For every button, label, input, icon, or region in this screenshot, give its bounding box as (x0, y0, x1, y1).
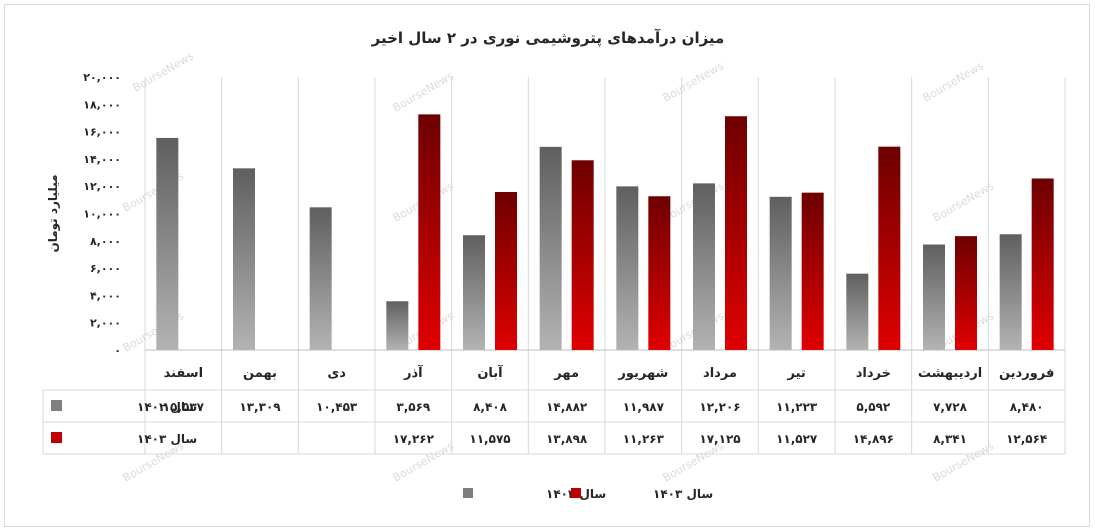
bar-1403 (495, 192, 517, 350)
table-series-name: سال ۱۴۰۳ (137, 432, 197, 446)
bar-1402 (846, 273, 869, 350)
x-tick-label: اردیبهشت (918, 366, 982, 381)
table-cell-value: ۳,۵۶۹ (396, 400, 431, 414)
y-tick-label: ۴,۰۰۰ (90, 289, 121, 302)
bar-chart: میزان درآمدهای پتروشیمی نوری در ۲ سال اخ… (42, 29, 1066, 501)
x-tick-label: بهمن (243, 366, 277, 381)
y-tick-label: ۱۲,۰۰۰ (83, 180, 121, 193)
table-cell-value: ۱۲,۵۶۴ (1006, 432, 1047, 446)
watermark-text: BourseNews (921, 59, 987, 104)
bar-1403 (418, 114, 441, 350)
table-cell-value: ۱۵,۵۳۷ (163, 400, 205, 414)
legend-key (571, 488, 581, 498)
bar-1403 (878, 146, 901, 350)
watermark-text: BourseNews (931, 179, 997, 224)
bar-1403 (571, 160, 594, 350)
table-cell-value: ۱۱,۲۶۳ (623, 432, 665, 446)
y-tick-label: ۱۰,۰۰۰ (83, 208, 121, 221)
bar-1403 (801, 192, 824, 350)
y-tick-label: ۱۸,۰۰۰ (83, 98, 121, 111)
bar-1402 (616, 186, 639, 350)
x-tick-label: دی (327, 366, 346, 381)
table-cell-value: ۵,۵۹۲ (856, 400, 891, 414)
bar-1403 (725, 116, 747, 351)
y-tick-label: ۲۰,۰۰۰ (83, 71, 121, 84)
x-tick-label: آذر (403, 364, 423, 381)
table-cell-value: ۱۱,۲۲۳ (776, 400, 818, 414)
table-cell-value: ۷,۷۲۸ (933, 400, 968, 414)
bar-1402 (999, 234, 1022, 350)
table-cell-value: ۱۱,۹۸۷ (623, 400, 665, 414)
y-tick-label: ۱۶,۰۰۰ (83, 126, 121, 139)
legend-key (463, 488, 473, 498)
bar-1403 (955, 236, 977, 350)
bar-1402 (233, 168, 255, 350)
x-tick-label: مرداد (703, 366, 737, 381)
bar-1402 (309, 207, 332, 350)
chart-frame: میزان درآمدهای پتروشیمی نوری در ۲ سال اخ… (4, 4, 1090, 527)
legend-label: سال ۱۴۰۳ (653, 487, 713, 501)
watermark-text: BourseNews (391, 439, 457, 484)
bar-1402 (156, 137, 179, 350)
table-legend-key (51, 432, 62, 443)
y-tick-label: ۱۴,۰۰۰ (83, 153, 121, 166)
table-cell-value: ۸,۴۰۸ (473, 400, 508, 414)
watermark-text: BourseNews (931, 439, 997, 484)
x-tick-label: اسفند (164, 366, 203, 381)
y-tick-label: ۶,۰۰۰ (90, 262, 121, 275)
table-cell-value: ۱۰,۴۵۳ (316, 400, 358, 414)
table-cell-value: ۱۱,۵۲۷ (776, 432, 818, 446)
table-series-name: سال ۱۴۰۲ (137, 400, 197, 414)
bar-1402 (693, 183, 715, 350)
watermark-text: BourseNews (121, 439, 187, 484)
table-cell-value: ۸,۴۸۰ (1010, 400, 1044, 414)
bar-1403 (648, 196, 671, 350)
y-tick-label: ۲,۰۰۰ (90, 317, 121, 330)
x-tick-label: آبان (477, 364, 503, 381)
table-cell-value: ۱۲,۲۰۶ (699, 400, 740, 414)
table-legend-key (51, 400, 62, 411)
table-cell-value: ۱۷,۲۶۲ (393, 432, 435, 446)
bar-1402 (539, 146, 562, 350)
bar-1402 (386, 301, 409, 350)
table-cell-value: ۱۱,۵۷۵ (469, 432, 510, 446)
x-tick-label: مهر (553, 366, 579, 381)
bar-1403 (1031, 178, 1054, 350)
watermark-text: BourseNews (131, 49, 197, 94)
bar-1402 (463, 235, 485, 350)
y-tick-label: ۸,۰۰۰ (90, 235, 121, 248)
chart-title: میزان درآمدهای پتروشیمی نوری در ۲ سال اخ… (371, 29, 725, 48)
table-cell-value: ۱۳,۳۰۹ (239, 400, 281, 414)
table-cell-value: ۸,۳۴۱ (933, 432, 967, 446)
table-cell-value: ۱۳,۸۹۸ (546, 432, 588, 446)
watermark-text: BourseNews (391, 69, 457, 114)
table-cell-value: ۱۷,۱۲۵ (699, 432, 740, 446)
x-tick-label: فروردین (999, 366, 1054, 381)
table-cell-value: ۱۴,۸۸۲ (546, 400, 588, 414)
x-tick-label: خرداد (856, 366, 891, 381)
bar-1402 (769, 196, 792, 350)
x-tick-label: شهریور (617, 366, 668, 381)
table-cell-value: ۱۴,۸۹۶ (853, 432, 894, 446)
bar-1402 (923, 244, 945, 350)
watermark-text: BourseNews (661, 439, 727, 484)
watermark-text: BourseNews (661, 59, 727, 104)
y-axis-label: میلیارد تومان (46, 174, 61, 252)
y-tick-label: ۰ (114, 344, 121, 357)
x-tick-label: تیر (787, 366, 806, 381)
